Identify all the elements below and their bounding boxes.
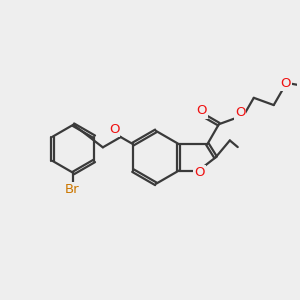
Text: O: O — [235, 106, 245, 119]
Text: O: O — [194, 166, 205, 178]
Text: O: O — [196, 104, 207, 118]
Text: O: O — [280, 77, 291, 90]
Text: O: O — [109, 123, 119, 136]
Text: Br: Br — [64, 183, 79, 196]
